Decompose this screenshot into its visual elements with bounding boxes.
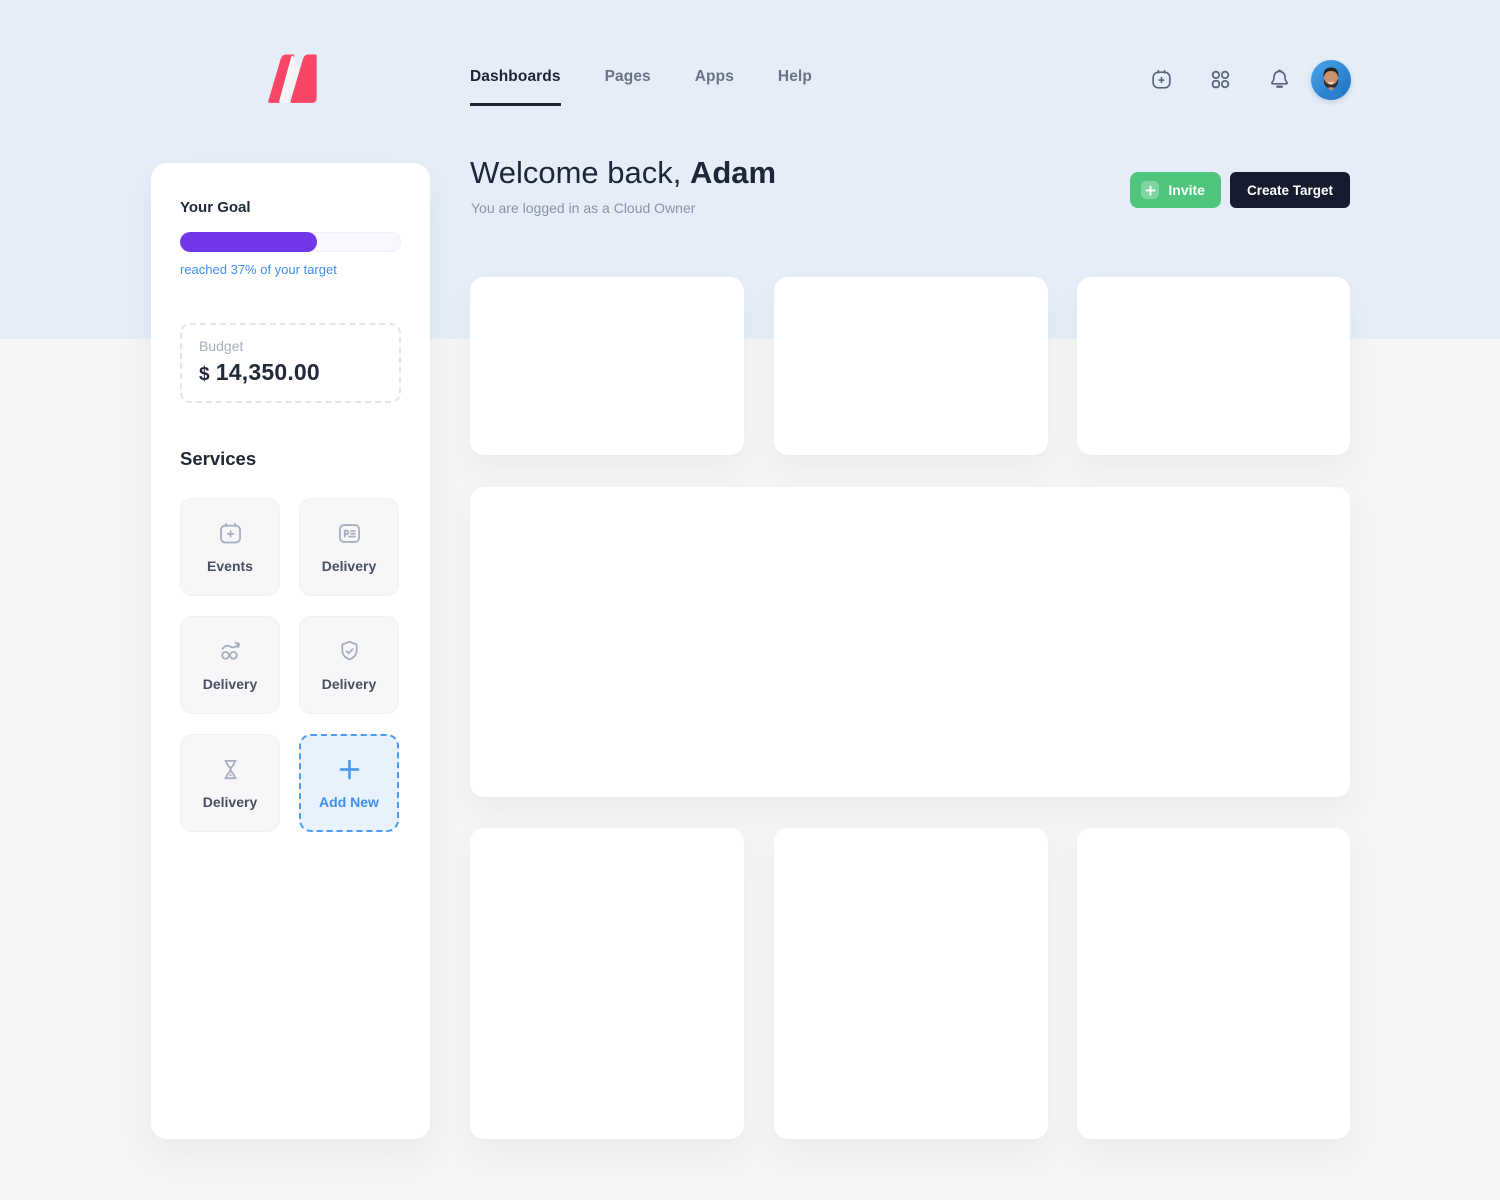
user-avatar[interactable] <box>1311 60 1351 100</box>
service-tile-delivery-analytics[interactable]: Delivery <box>180 616 280 714</box>
apps-grid-icon[interactable] <box>1207 66 1233 92</box>
placeholder-card-top-2 <box>774 277 1048 455</box>
goal-progress-bar <box>180 232 401 252</box>
budget-card: Budget $14,350.00 <box>180 323 401 403</box>
service-tile-label: Delivery <box>202 676 258 692</box>
invite-button-label: Invite <box>1168 182 1205 198</box>
placeholder-card-top-1 <box>470 277 744 455</box>
budget-currency: $ <box>199 364 210 385</box>
create-target-button[interactable]: Create Target <box>1229 172 1350 208</box>
placeholder-card-bottom-3 <box>1077 828 1350 1139</box>
service-tile-delivery-shield[interactable]: Delivery <box>299 616 399 714</box>
plus-icon <box>339 759 359 780</box>
goal-caption: reached 37% of your target <box>180 262 337 277</box>
nav-tab-pages[interactable]: Pages <box>604 68 651 85</box>
service-tile-label: Delivery <box>202 794 258 810</box>
service-tile-delivery-hourglass[interactable]: Delivery <box>180 734 280 832</box>
header-icon-group <box>1148 66 1292 92</box>
bell-icon[interactable] <box>1266 66 1292 92</box>
brand-logo-mark <box>268 54 317 103</box>
budget-value: $14,350.00 <box>199 359 382 386</box>
shield-check-icon <box>340 640 358 661</box>
hourglass-icon <box>223 759 237 780</box>
page-subtitle: You are logged in as a Cloud Owner <box>471 200 696 216</box>
services-grid: Events Delivery Delivery D <box>180 498 401 832</box>
service-tile-label: Delivery <box>321 676 377 692</box>
goal-progress-fill <box>180 232 318 252</box>
top-navigation: Dashboards Pages Apps Help <box>470 68 812 106</box>
calendar-plus-icon <box>219 522 241 544</box>
service-tile-add-new[interactable]: Add New <box>299 734 399 832</box>
goal-title: Your Goal <box>180 199 251 216</box>
budget-amount: 14,350.00 <box>215 359 320 385</box>
service-tile-label: Events <box>207 558 253 574</box>
brand-logo[interactable] <box>260 53 322 105</box>
service-tile-label: Add New <box>319 794 379 810</box>
service-tile-label: Delivery <box>321 558 377 574</box>
invite-button[interactable]: Invite <box>1130 172 1221 208</box>
services-title: Services <box>180 448 257 469</box>
calendar-add-icon[interactable] <box>1148 66 1174 92</box>
placeholder-card-wide <box>470 487 1350 797</box>
sidebar-panel: Your Goal reached 37% of your target Bud… <box>151 163 430 1139</box>
placeholder-card-bottom-1 <box>470 828 744 1139</box>
page-title: Welcome back, Adam <box>470 155 776 191</box>
nav-tab-dashboards[interactable]: Dashboards <box>470 68 561 106</box>
placeholder-card-top-3 <box>1077 277 1350 455</box>
greeting-name: Adam <box>689 155 777 190</box>
greeting-prefix: Welcome back, <box>470 155 690 190</box>
create-target-label: Create Target <box>1246 182 1333 198</box>
form-document-icon <box>338 524 360 543</box>
budget-label: Budget <box>199 338 244 354</box>
service-tile-delivery-form[interactable]: Delivery <box>299 498 399 596</box>
header-actions: Invite Create Target <box>1130 172 1350 208</box>
nav-tab-apps[interactable]: Apps <box>694 68 734 85</box>
placeholder-card-bottom-2 <box>774 828 1048 1139</box>
analytics-trend-icon <box>220 641 240 660</box>
avatar-image <box>1311 60 1351 100</box>
service-tile-events[interactable]: Events <box>180 498 280 596</box>
plus-icon <box>1141 181 1160 199</box>
nav-tab-help[interactable]: Help <box>777 68 812 85</box>
